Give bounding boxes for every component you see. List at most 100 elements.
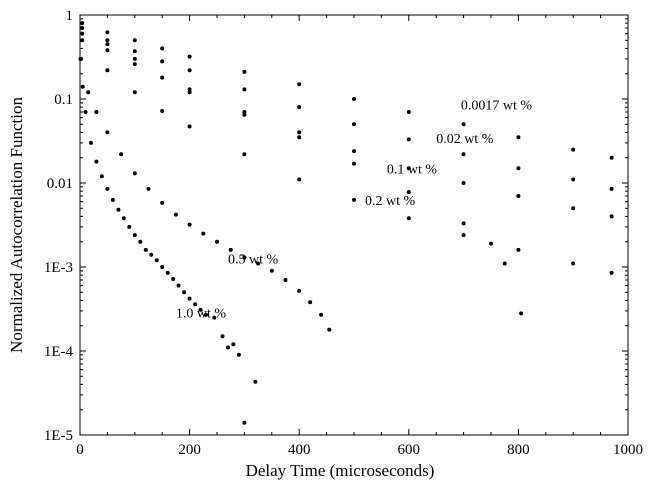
data-point: [352, 97, 356, 101]
y-tick-label: 1E-4: [44, 344, 74, 360]
data-point: [352, 149, 356, 154]
data-point: [187, 90, 192, 95]
data-point: [132, 62, 137, 67]
data-point: [231, 342, 236, 347]
data-point: [99, 174, 104, 179]
data-point: [105, 186, 110, 191]
data-point: [143, 247, 148, 252]
data-point: [609, 155, 614, 160]
data-point: [160, 200, 165, 205]
data-point: [461, 221, 466, 226]
data-point: [80, 31, 85, 36]
y-axis-ticks: 1 0.1 0.01 1E-3 1E-4 1E-5: [44, 8, 628, 444]
series-group: [80, 21, 614, 160]
data-point: [571, 206, 576, 211]
data-point: [80, 84, 85, 89]
data-point: [132, 233, 137, 238]
data-point: [215, 239, 219, 244]
data-point: [187, 54, 192, 59]
data-point: [516, 194, 521, 198]
series-annotation: 1.0 wt %: [176, 307, 227, 322]
data-point: [242, 255, 247, 260]
data-point: [160, 59, 165, 64]
data-point: [132, 171, 137, 176]
data-point: [297, 288, 302, 293]
y-tick-label: 1: [66, 8, 74, 24]
data-point: [406, 110, 411, 114]
data-point: [149, 252, 154, 257]
data-point: [297, 130, 302, 135]
x-axis-label: Delay Time (microseconds): [246, 461, 435, 480]
data-point: [160, 265, 165, 269]
data-point: [110, 197, 115, 202]
data-point: [228, 247, 233, 252]
data-point: [571, 177, 576, 182]
x-tick-label: 200: [178, 442, 201, 458]
data-point: [242, 112, 247, 117]
data-point: [160, 46, 165, 51]
data-point: [253, 379, 258, 384]
x-axis-ticks: 0 200 400 600 800 1000: [76, 15, 643, 458]
data-point: [138, 239, 143, 244]
data-point: [105, 38, 110, 43]
data-point: [352, 122, 356, 127]
series-layer: [78, 21, 614, 425]
data-point: [269, 268, 274, 273]
data-point: [571, 147, 576, 152]
series-group: [105, 42, 524, 316]
data-point: [116, 207, 121, 212]
data-point: [80, 21, 85, 26]
data-point: [187, 68, 192, 73]
y-tick-label: 0.1: [54, 92, 73, 108]
y-tick-label: 0.01: [47, 176, 73, 192]
data-point: [609, 186, 614, 191]
data-point: [154, 258, 159, 263]
x-tick-label: 800: [507, 442, 530, 458]
data-point: [105, 42, 110, 47]
data-point: [198, 307, 203, 312]
data-point: [242, 69, 247, 74]
data-point: [187, 124, 192, 129]
data-point: [94, 159, 99, 164]
data-point: [220, 334, 225, 339]
data-point: [201, 231, 206, 236]
data-point: [119, 152, 124, 157]
data-point: [242, 420, 247, 425]
data-point: [132, 90, 137, 95]
data-point: [242, 87, 247, 92]
data-point: [327, 327, 332, 332]
data-point: [78, 56, 83, 61]
series-group: [80, 31, 614, 219]
data-point: [406, 190, 411, 195]
data-point: [502, 261, 507, 266]
data-point: [173, 212, 178, 217]
data-point: [283, 278, 288, 282]
data-point: [94, 110, 99, 114]
data-point: [105, 68, 110, 73]
data-point: [256, 261, 261, 266]
data-point: [105, 130, 110, 135]
data-point: [127, 224, 132, 229]
data-point: [204, 312, 208, 317]
data-point: [352, 197, 356, 202]
data-point: [171, 277, 176, 281]
data-point: [406, 137, 411, 142]
data-point: [489, 241, 493, 246]
series-annotation: 0.02 wt %: [436, 132, 494, 147]
series-annotation: 0.2 wt %: [365, 194, 416, 209]
series-annotation: 0.1 wt %: [387, 162, 438, 177]
data-point: [187, 296, 192, 301]
data-point: [461, 233, 466, 238]
annotation-layer: 0.0017 wt % 0.02 wt % 0.1 wt % 0.2 wt % 0.5 …: [176, 98, 532, 321]
data-point: [105, 30, 110, 35]
data-point: [80, 38, 85, 43]
data-point: [160, 75, 165, 80]
data-point: [319, 312, 324, 317]
y-tick-label: 1E-5: [44, 428, 73, 444]
data-point: [242, 152, 247, 157]
x-tick-label: 0: [76, 442, 84, 458]
data-point: [187, 222, 192, 227]
data-point: [132, 56, 137, 61]
data-point: [226, 345, 230, 350]
data-point: [132, 38, 137, 43]
